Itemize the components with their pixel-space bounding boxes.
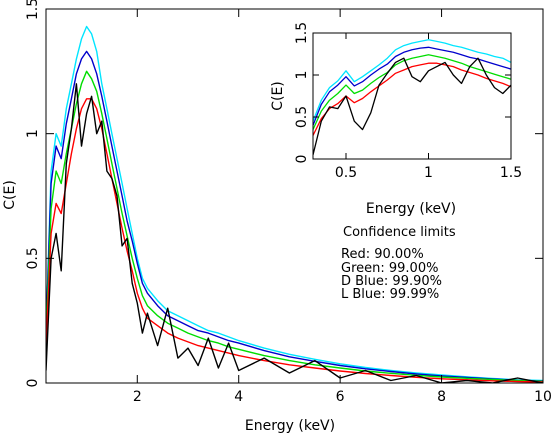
main-x-tick-label: 8 — [437, 389, 446, 405]
main-series-lblue — [46, 25, 543, 382]
legend-line-dblue: D Blue: 99.90% — [341, 274, 442, 289]
main-frame — [45, 8, 544, 384]
inset-series-green — [313, 54, 511, 130]
inset-y-axis-label: C(E) — [270, 81, 286, 111]
main-y-tick-label: 0 — [25, 379, 41, 388]
inset-x-tick-label: 1 — [424, 165, 433, 181]
main-x-tick-label: 6 — [336, 389, 345, 405]
main-series-red — [46, 98, 543, 383]
main-series-dblue — [46, 50, 543, 382]
main-y-axis-label: C(E) — [2, 180, 18, 210]
inset-series-lblue — [313, 39, 511, 122]
main-x-tick-label: 2 — [133, 389, 142, 405]
inset-x-tick-label: 0.5 — [335, 165, 357, 181]
inset-x-axis-label: Energy (keV) — [366, 201, 456, 217]
main-y-tick-label: 1.5 — [25, 0, 41, 20]
main-x-axis-label: Energy (keV) — [245, 418, 335, 434]
inset-plot-area: 0.5 1 1.5 0 0.5 1 1.5 — [294, 22, 522, 181]
inset-y-tick-label: 0.5 — [294, 106, 310, 128]
legend-line-green: Green: 99.00% — [341, 261, 438, 276]
inset-frame — [312, 32, 512, 160]
legend-line-lblue: L Blue: 99.99% — [341, 287, 439, 302]
legend-heading: Confidence limits — [343, 225, 456, 240]
main-series-green — [46, 70, 543, 382]
inset-series-black — [313, 57, 511, 155]
main-x-tick-label: 10 — [534, 389, 552, 405]
main-y-tick-label: 0.5 — [25, 247, 41, 269]
confidence-legend: Confidence limits Red: 90.00% Green: 99.… — [341, 225, 456, 302]
main-y-tick-label: 1 — [25, 129, 41, 138]
main-series-black — [46, 83, 543, 383]
main-x-tick-label: 4 — [234, 389, 243, 405]
inset-y-tick-label: 1 — [294, 71, 310, 80]
inset-y-tick-label: 1.5 — [294, 22, 310, 44]
inset-y-tick-label: 0 — [294, 155, 310, 164]
inset-x-tick-label: 1.5 — [500, 165, 522, 181]
inset-series-dblue — [313, 46, 511, 126]
legend-line-red: Red: 90.00% — [341, 247, 424, 262]
